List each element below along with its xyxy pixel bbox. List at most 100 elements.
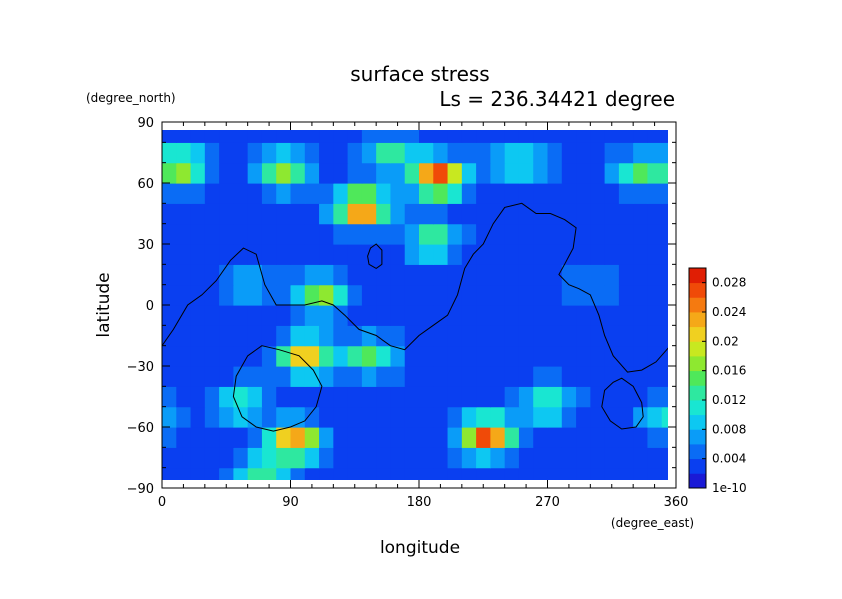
x-tick-label: 90 (282, 495, 299, 510)
heatmap-cell (661, 467, 668, 480)
heatmap-cell (347, 325, 363, 347)
heatmap-cell (390, 406, 406, 428)
heatmap-cell (547, 467, 563, 480)
heatmap-cell (162, 447, 177, 469)
heatmap-cell (647, 467, 663, 480)
heatmap-cell (504, 203, 520, 225)
heatmap-cell (319, 162, 334, 184)
heatmap-cell (447, 223, 463, 245)
heatmap-cell (319, 284, 334, 306)
heatmap-cell (461, 305, 477, 326)
heatmap-cell (618, 325, 634, 347)
heatmap-cell (219, 345, 234, 367)
heatmap-cell (390, 142, 406, 164)
heatmap-cell (576, 223, 591, 245)
heatmap-cell (333, 345, 349, 367)
heatmap-cell (447, 427, 463, 448)
heatmap-cell (162, 203, 177, 225)
heatmap-cell (547, 244, 563, 265)
heatmap-cell (647, 183, 663, 204)
heatmap-cell (433, 203, 449, 225)
heatmap-cell (290, 142, 306, 164)
heatmap-cell (361, 162, 377, 184)
heatmap-cell (518, 142, 534, 164)
heatmap-cell (504, 386, 520, 408)
heatmap-cell (190, 264, 206, 286)
heatmap-cell (576, 386, 591, 408)
heatmap-cell (276, 264, 292, 286)
heatmap-cell (647, 305, 663, 326)
heatmap-cell (261, 427, 277, 448)
heatmap-cell (647, 447, 663, 469)
heatmap-cell (276, 366, 292, 387)
heatmap-cell (604, 244, 620, 265)
heatmap-cell (276, 325, 292, 347)
heatmap-cell (633, 345, 649, 367)
heatmap-cell (404, 325, 420, 347)
heatmap-cell (490, 406, 506, 428)
heatmap-cell (576, 142, 591, 164)
heatmap-cell (390, 366, 406, 387)
heatmap-cell (190, 305, 206, 326)
heatmap-cell (476, 264, 491, 286)
heatmap-cell (204, 447, 220, 469)
heatmap-cell (490, 284, 506, 306)
heatmap-cell (590, 427, 606, 448)
heatmap-cell (576, 447, 591, 469)
heatmap-cell (504, 130, 520, 143)
heatmap-cell (361, 366, 377, 387)
heatmap-cell (533, 142, 549, 164)
heatmap-cell (319, 142, 334, 164)
heatmap-cell (419, 244, 434, 265)
heatmap-cell (661, 183, 668, 204)
heatmap-cell (461, 162, 477, 184)
heatmap-cell (276, 447, 292, 469)
heatmap-cell (361, 284, 377, 306)
heatmap-cell (547, 223, 563, 245)
heatmap-cell (590, 284, 606, 306)
heatmap-cell (504, 142, 520, 164)
heatmap-cell (604, 162, 620, 184)
heatmap-cell (504, 305, 520, 326)
heatmap-cell (476, 203, 491, 225)
heatmap-cell (333, 284, 349, 306)
heatmap-cell (633, 427, 649, 448)
heatmap-cell (319, 325, 334, 347)
heatmap-cell (304, 130, 320, 143)
colorbar-segment (689, 414, 706, 430)
heatmap-cell (376, 203, 392, 225)
heatmap-cell (533, 183, 549, 204)
heatmap-cell (447, 203, 463, 225)
y-tick-label: 60 (137, 177, 154, 192)
heatmap-cell (590, 162, 606, 184)
heatmap-cell (404, 305, 420, 326)
heatmap-cell (219, 386, 234, 408)
heatmap-cell (633, 203, 649, 225)
heatmap-cell (504, 325, 520, 347)
heatmap-cell (647, 223, 663, 245)
heatmap-cell (376, 345, 392, 367)
heatmap-cell (590, 366, 606, 387)
colorbar-segment (689, 341, 706, 357)
heatmap-cell (633, 244, 649, 265)
heatmap-cell (376, 427, 392, 448)
heatmap-cell (333, 406, 349, 428)
heatmap-cell (547, 203, 563, 225)
heatmap-cell (204, 325, 220, 347)
heatmap-cell (233, 130, 249, 143)
heatmap-cell (290, 325, 306, 347)
heatmap-cell (390, 223, 406, 245)
heatmap-cell (276, 284, 292, 306)
heatmap-cell (576, 284, 591, 306)
heatmap-cell (347, 244, 363, 265)
heatmap-cell (447, 264, 463, 286)
heatmap-cell (604, 305, 620, 326)
heatmap-cell (576, 366, 591, 387)
heatmap-cell (390, 183, 406, 204)
heatmap-cell (490, 345, 506, 367)
heatmap-cell (304, 427, 320, 448)
heatmap-cell (347, 366, 363, 387)
heatmap-cell (618, 345, 634, 367)
heatmap-cell (261, 386, 277, 408)
y-axis-ticks: 90 60 30 0 −30 −60 −90 (127, 116, 676, 497)
